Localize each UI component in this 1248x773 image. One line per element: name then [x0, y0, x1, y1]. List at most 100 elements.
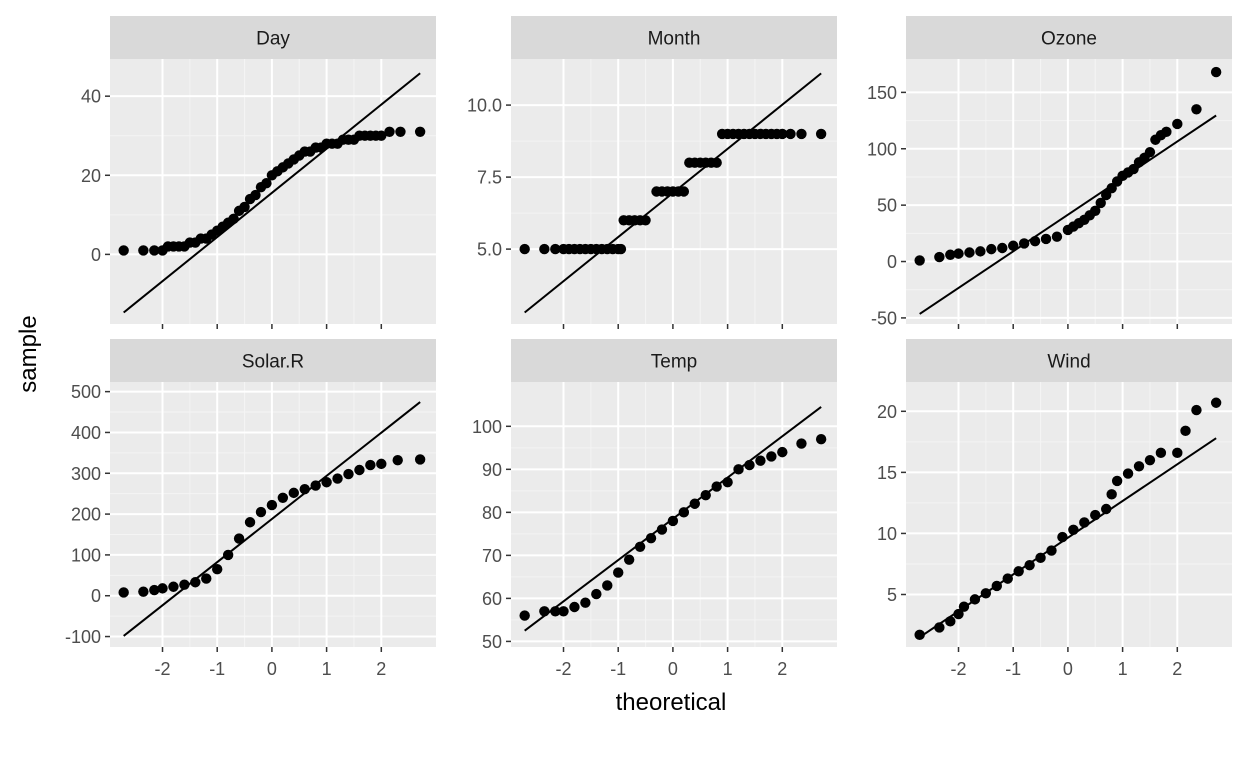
y-tick-label: 100 — [472, 417, 502, 437]
qq-points — [118, 126, 426, 256]
qq-point — [815, 434, 827, 445]
qq-point — [212, 563, 223, 575]
qq-point — [1180, 425, 1191, 437]
y-tick-label: 100 — [71, 545, 101, 565]
qq-point — [711, 157, 722, 168]
qq-points — [519, 128, 827, 255]
facet-strip — [511, 16, 837, 59]
plot-background — [906, 59, 1232, 324]
facet-strip — [110, 16, 436, 59]
qq-point — [299, 483, 310, 495]
qq-point — [168, 581, 179, 592]
qq-reference-line — [123, 401, 421, 637]
qq-point — [733, 464, 744, 475]
gridlines — [511, 59, 837, 324]
qq-point — [1013, 566, 1024, 577]
y-tick-label: 60 — [482, 589, 502, 609]
facet-panel-ozone: Ozone -50 0 50 100 150 — [867, 16, 1232, 329]
y-tick-label: -100 — [65, 627, 101, 647]
x-tick-label: 0 — [668, 659, 678, 679]
qq-reference-line — [123, 72, 421, 314]
qq-point — [914, 629, 925, 640]
y-tick-label: 40 — [81, 87, 101, 107]
qq-point — [1046, 545, 1057, 556]
facet-strip-label: Temp — [651, 352, 697, 373]
facet-panel-solar-r: Solar.R -100 0 100 200 300 400 500 -2 -1 0 1 2 — [65, 339, 436, 679]
qq-point — [580, 597, 591, 608]
qq-point — [1090, 509, 1101, 521]
y-tick-label: 5 — [887, 585, 897, 605]
qq-point — [777, 128, 788, 140]
qq-point — [1068, 524, 1079, 535]
qq-point — [980, 588, 992, 599]
qq-point — [640, 215, 651, 226]
qq-point — [384, 126, 395, 137]
y-tick-label: 50 — [877, 196, 897, 216]
x-tick-label: 0 — [1063, 659, 1073, 679]
qq-point — [953, 248, 964, 259]
gridlines — [906, 59, 1232, 324]
qq-point — [1095, 197, 1106, 209]
y-tick-label: 500 — [71, 382, 101, 402]
facet-strip-label: Month — [648, 29, 701, 50]
x-tick-label: -2 — [951, 659, 967, 679]
y-tick-label: 200 — [71, 505, 101, 525]
qq-point — [1040, 233, 1052, 245]
facet-strip — [906, 339, 1232, 382]
qq-point — [777, 446, 788, 458]
facet-panel-temp: Temp 50 60 70 80 90 100 -2 -1 0 1 2 — [472, 339, 837, 679]
qq-point — [138, 586, 149, 597]
qq-point — [997, 242, 1008, 254]
x-tick-label: -1 — [209, 659, 225, 679]
y-tick-label: -50 — [871, 308, 897, 328]
y-tick-label: 0 — [887, 252, 897, 272]
qq-point — [591, 588, 602, 600]
qq-point — [1106, 489, 1117, 500]
x-tick-label: 2 — [1172, 659, 1182, 679]
qq-point — [228, 213, 239, 224]
qq-point — [1057, 531, 1068, 543]
qq-point — [969, 594, 981, 605]
y-tick-label: 70 — [482, 546, 502, 566]
qq-point — [953, 608, 964, 620]
qq-points — [914, 397, 1222, 640]
qq-point — [1024, 559, 1035, 571]
y-tick-label: 150 — [867, 83, 897, 103]
qq-point — [239, 201, 250, 213]
qq-point — [785, 128, 796, 140]
qq-point — [755, 455, 766, 466]
x-tick-label: 0 — [267, 659, 277, 679]
y-tick-label: 400 — [71, 423, 101, 443]
qq-point — [376, 130, 387, 141]
qq-point — [233, 533, 245, 544]
qq-point — [149, 584, 160, 596]
qq-point — [201, 573, 212, 584]
facet-panel-wind: Wind 5 10 15 20 -2 -1 0 1 2 — [877, 339, 1232, 679]
y-tick-label: 10 — [877, 524, 897, 544]
qq-points — [519, 434, 827, 621]
qq-point — [1172, 118, 1183, 130]
qq-point — [613, 567, 624, 578]
qq-point — [1002, 573, 1013, 584]
plot-background — [511, 382, 837, 647]
qq-point — [261, 177, 272, 189]
qq-point — [392, 455, 403, 466]
qq-point — [321, 477, 332, 488]
qq-point — [975, 246, 986, 257]
qq-point — [266, 499, 278, 511]
qq-point — [558, 606, 569, 617]
qq-point — [179, 579, 190, 590]
y-tick-label: 50 — [482, 632, 502, 652]
plot-background — [906, 382, 1232, 647]
qq-point — [310, 480, 321, 491]
qq-point — [1035, 552, 1046, 564]
qq-point — [958, 601, 970, 612]
qq-point — [1018, 238, 1030, 249]
y-tick-label: 15 — [877, 463, 897, 483]
qq-point — [689, 498, 700, 509]
y-tick-label: 7.5 — [477, 168, 502, 188]
x-tick-label: 1 — [1118, 659, 1128, 679]
qq-point — [539, 243, 550, 255]
qq-point — [118, 587, 129, 598]
